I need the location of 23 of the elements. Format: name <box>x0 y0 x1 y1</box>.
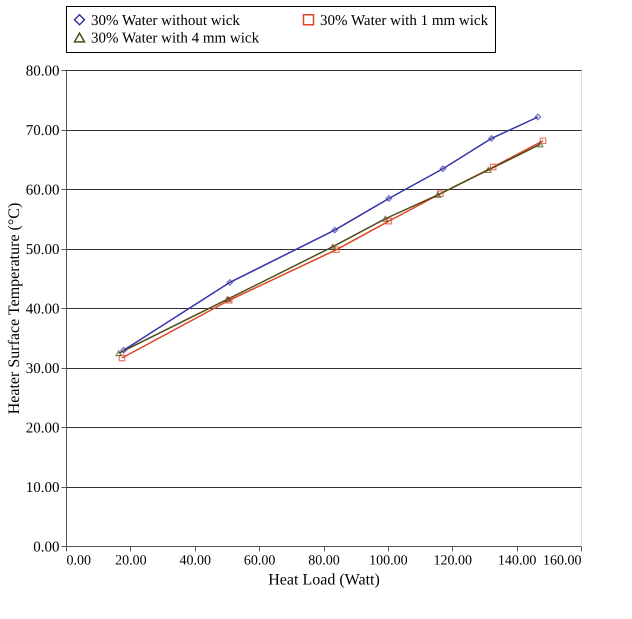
x-tick-label: 160.00 <box>543 554 582 568</box>
y-axis-title: Heater Surface Temperature (°C) <box>6 202 23 414</box>
y-tick-label: 0.00 <box>33 540 60 556</box>
y-tick-label: 30.00 <box>26 361 60 377</box>
x-tick-label: 40.00 <box>180 554 211 568</box>
x-tick-label: 20.00 <box>115 554 147 568</box>
x-tick-label: 100.00 <box>369 554 408 568</box>
x-tick-label: 80.00 <box>308 554 340 568</box>
y-tick-label: 10.00 <box>26 480 60 496</box>
legend-label: 30% Water with 4 mm wick <box>91 30 260 46</box>
y-tick-label: 80.00 <box>26 64 60 80</box>
legend-label: 30% Water with 1 mm wick <box>320 12 489 29</box>
x-tick-label: 120.00 <box>434 554 472 568</box>
x-tick-label: 60.00 <box>244 554 276 568</box>
y-tick-label: 70.00 <box>26 123 60 139</box>
y-tick-label: 50.00 <box>26 242 60 258</box>
y-tick-label: 40.00 <box>26 302 60 318</box>
y-tick-label: 20.00 <box>26 420 60 436</box>
legend-label: 30% Water without wick <box>91 12 240 29</box>
x-tick-label: 140.00 <box>498 554 536 568</box>
x-axis-title: Heat Load (Watt) <box>268 572 380 588</box>
y-tick-label: 60.00 <box>26 182 60 198</box>
x-tick-label: 0.00 <box>66 554 91 568</box>
